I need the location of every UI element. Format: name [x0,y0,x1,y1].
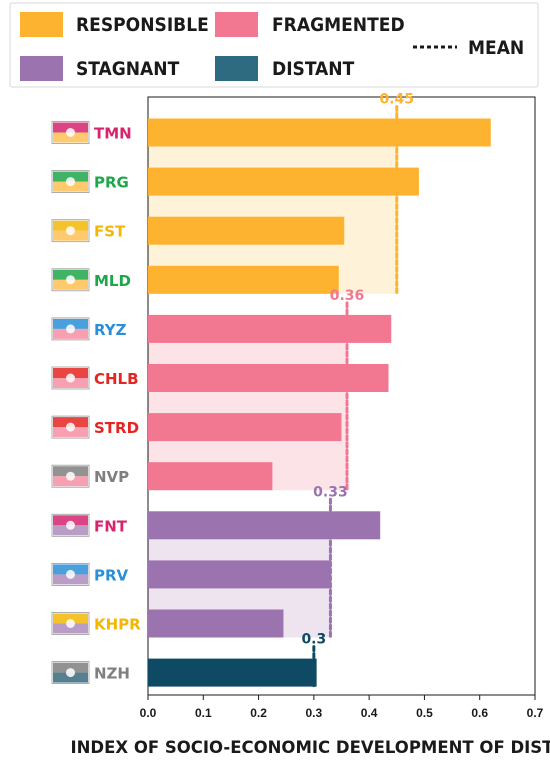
x-tick-label: 0.1 [195,706,212,720]
legend-swatch-stagnant [20,56,63,81]
district-code-label: FST [94,223,126,241]
flag-icon [51,121,90,144]
district-code-label: NZH [94,665,130,683]
legend-swatch-distant [215,56,258,81]
bar [148,167,419,196]
flag-icon [51,563,90,586]
mean-value-label: 0.45 [380,92,415,108]
bars [148,118,491,687]
mean-value-label: 0.33 [313,484,348,500]
flag-icon [51,170,90,194]
x-tick-label: 0.3 [306,706,323,720]
flag-icon [51,612,90,635]
legend-frame [9,2,539,88]
flag-icon [51,268,90,292]
legend-label-mean: MEAN [468,37,524,59]
plot-frame [147,96,536,696]
flag-icon [51,317,90,341]
legend-label-responsible: RESPONSIBLE [76,14,209,36]
x-tick-label: 0.5 [416,706,433,720]
mean-lines: 0.45 0.36 0.33 0.3 [301,92,415,689]
flag-icon [51,661,90,684]
flag-icon [51,219,90,243]
district-code-label: TMN [94,125,132,143]
bar [148,462,273,491]
x-tick-label: 0.6 [471,706,488,720]
flag-icon [51,415,90,439]
district-code-label: CHLB [94,370,139,388]
mean-value-label: 0.36 [330,288,365,304]
bar [148,265,339,294]
legend-label-fragmented: FRAGMENTED [272,14,405,36]
district-code-label: STRD [94,419,139,437]
district-code-label: KHPR [94,616,141,634]
x-axis: 0.0 0.1 0.2 0.3 0.4 0.5 0.6 0.7 [140,695,544,720]
bar [148,511,381,540]
bar [148,216,345,245]
x-tick-label: 0.7 [527,706,544,720]
legend-label-distant: DISTANT [272,58,355,80]
district-code-label: PRG [94,174,129,192]
district-code-label: NVP [94,468,129,486]
flag-icon [51,366,90,390]
group-band [148,314,348,491]
bar [148,118,491,147]
x-tick-label: 0.4 [361,706,378,720]
x-tick-label: 0.2 [250,706,267,720]
legend-swatch-responsible [20,12,63,37]
bar [148,314,392,343]
group-band [148,118,397,294]
mean-value-label: 0.3 [301,632,326,648]
x-axis-title: INDEX OF SOCIO-ECONOMIC DEVELOPMENT OF D… [70,738,550,757]
legend-swatch-fragmented [215,12,258,37]
bar [148,364,389,392]
district-code-label: FNT [94,517,128,535]
x-tick-label: 0.0 [140,706,157,720]
y-axis-labels: TMN PRG FST MLD RYZ CHLB STRD NVP FNT PRV KHPR NZH [51,121,141,684]
bar [148,658,317,687]
district-code-label: RYZ [94,321,127,339]
bar [148,560,331,589]
bar [148,413,342,442]
district-code-label: MLD [94,272,131,290]
legend: RESPONSIBLE FRAGMENTED STAGNANT DISTANT … [9,2,539,88]
flag-icon [51,464,90,488]
legend-label-stagnant: STAGNANT [76,58,180,80]
district-code-label: PRV [94,566,129,584]
bar [148,609,284,638]
flag-icon [51,513,90,537]
